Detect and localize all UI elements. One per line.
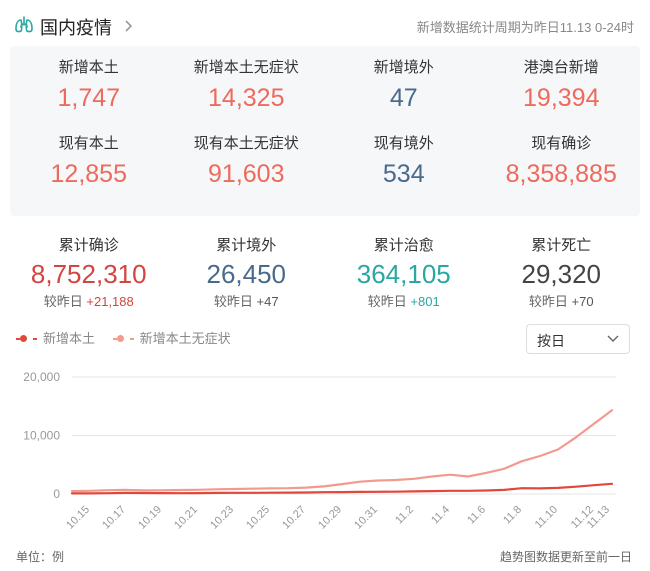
total-label: 累计确诊 — [58, 237, 119, 254]
total-label: 累计境外 — [216, 237, 277, 254]
y-tick-label: 0 — [53, 487, 60, 501]
stat-current-local-asymptomatic: 现有本土无症状 91,603 — [168, 134, 326, 190]
compare-label: 较昨日 — [528, 294, 568, 309]
trend-chart[interactable]: 20,000 10,000 0 10.15 10.17 10.19 10.21 10.23 10… — [0, 360, 650, 540]
x-tick-label: 10.31 — [352, 504, 380, 532]
stats-row-current: 现有本土 12,855 现有本土无症状 91,603 现有境外 534 现有确诊… — [10, 134, 640, 190]
stat-new-imported: 新增境外 47 — [325, 58, 483, 114]
stat-label: 现有本土 — [58, 135, 119, 152]
total-recovered: 累计治愈 364,105 较昨日 +801 — [325, 236, 483, 310]
legend-line — [129, 337, 134, 340]
x-tick-label: 11.8 — [501, 504, 524, 527]
x-tick-label: 10.27 — [280, 504, 308, 532]
compare-label: 较昨日 — [43, 294, 83, 309]
chevron-right-icon[interactable] — [122, 20, 134, 32]
period-note: 新增数据统计周期为昨日11.13 0-24时 — [416, 20, 634, 35]
legend-dot — [20, 335, 27, 343]
stat-current-confirmed: 现有确诊 8,358,885 — [483, 134, 641, 190]
stat-current-local: 现有本土 12,855 — [10, 134, 168, 190]
stat-label: 新增本土 — [58, 59, 119, 76]
stat-value: 14,325 — [208, 84, 285, 112]
x-tick-label: 11.10 — [533, 504, 560, 531]
compare-label: 较昨日 — [367, 294, 407, 309]
total-compare: 较昨日 +70 — [483, 291, 641, 310]
lungs-icon — [15, 16, 33, 33]
stat-new-local-asymptomatic: 新增本土无症状 14,325 — [168, 58, 326, 114]
section-title: 国内疫情 — [40, 18, 112, 38]
period-select[interactable]: 按日 — [526, 324, 630, 354]
x-tick-label: 11.4 — [429, 504, 452, 527]
total-value: 364,105 — [356, 259, 451, 289]
stat-value: 91,603 — [208, 160, 285, 188]
y-tick-label: 20,000 — [23, 370, 60, 384]
total-label: 累计死亡 — [531, 237, 592, 254]
compare-value: +47 — [256, 294, 279, 309]
x-tick-label: 10.29 — [316, 504, 344, 532]
series-line-asymptomatic — [70, 409, 614, 493]
stat-label: 新增本土无症状 — [193, 59, 299, 76]
x-tick-label: 11.2 — [393, 504, 416, 527]
stat-value: 19,394 — [523, 84, 600, 112]
x-tick-label: 10.17 — [100, 504, 128, 532]
stat-label: 新增境外 — [373, 59, 434, 76]
total-compare: 较昨日 +21,188 — [10, 291, 168, 310]
legend-label: 新增本土 — [43, 331, 96, 346]
total-label: 累计治愈 — [373, 237, 434, 254]
total-imported: 累计境外 26,450 较昨日 +47 — [168, 236, 326, 310]
chevron-down-icon — [607, 335, 619, 342]
total-compare: 较昨日 +801 — [325, 291, 483, 310]
stat-value: 534 — [382, 160, 425, 188]
stats-card: 新增本土 1,747 新增本土无症状 14,325 新增境外 47 港澳台新增 … — [10, 46, 640, 216]
x-tick-label: 10.19 — [136, 504, 164, 532]
legend-item-asymptomatic[interactable]: 新增本土无症状 — [112, 328, 231, 347]
x-tick-label: 10.21 — [172, 504, 200, 532]
unit-label: 单位：例 — [16, 550, 65, 564]
legend-line — [33, 337, 37, 340]
legend-dot — [116, 335, 124, 343]
stat-label: 港澳台新增 — [523, 59, 599, 76]
stat-current-imported: 现有境外 534 — [325, 134, 483, 190]
stat-value: 8,358,885 — [505, 160, 617, 188]
totals-row: 累计确诊 8,752,310 较昨日 +21,188 累计境外 26,450 较… — [10, 236, 640, 310]
legend-item-local[interactable]: 新增本土 — [16, 328, 95, 347]
total-compare: 较昨日 +47 — [168, 291, 326, 310]
update-note: 趋势图数据更新至前一日 — [499, 550, 632, 564]
total-value: 8,752,310 — [30, 259, 147, 289]
stat-new-local: 新增本土 1,747 — [10, 58, 168, 114]
compare-label: 较昨日 — [213, 294, 253, 309]
compare-value: +70 — [571, 294, 594, 309]
compare-value: +801 — [410, 294, 440, 309]
y-tick-label: 10,000 — [23, 429, 60, 443]
stat-label: 现有境外 — [373, 135, 434, 152]
x-tick-label: 10.15 — [64, 504, 92, 532]
stat-value: 12,855 — [50, 160, 127, 188]
stat-label: 现有确诊 — [531, 135, 592, 152]
x-tick-label: 10.25 — [244, 504, 272, 532]
chart-legend: 新增本土 新增本土无症状 — [16, 328, 245, 347]
stat-value: 1,747 — [57, 84, 121, 112]
legend-label: 新增本土无症状 — [139, 331, 231, 346]
compare-value: +21,188 — [86, 294, 134, 309]
stat-new-hmt: 港澳台新增 19,394 — [483, 58, 641, 114]
stat-value: 47 — [389, 84, 418, 112]
x-tick-label: 10.23 — [208, 504, 236, 532]
total-value: 26,450 — [206, 259, 287, 289]
select-value: 按日 — [537, 333, 565, 349]
stats-row-new: 新增本土 1,747 新增本土无症状 14,325 新增境外 47 港澳台新增 … — [10, 58, 640, 114]
legend-line — [112, 337, 117, 340]
total-confirmed: 累计确诊 8,752,310 较昨日 +21,188 — [10, 236, 168, 310]
legend-line — [16, 337, 20, 340]
stat-label: 现有本土无症状 — [193, 135, 299, 152]
section-header[interactable]: 国内疫情 新增数据统计周期为昨日11.13 0-24时 — [14, 12, 634, 40]
total-value: 29,320 — [521, 259, 602, 289]
series-line-local — [70, 482, 614, 495]
total-deaths: 累计死亡 29,320 较昨日 +70 — [483, 236, 641, 310]
x-tick-label: 11.6 — [465, 504, 488, 527]
